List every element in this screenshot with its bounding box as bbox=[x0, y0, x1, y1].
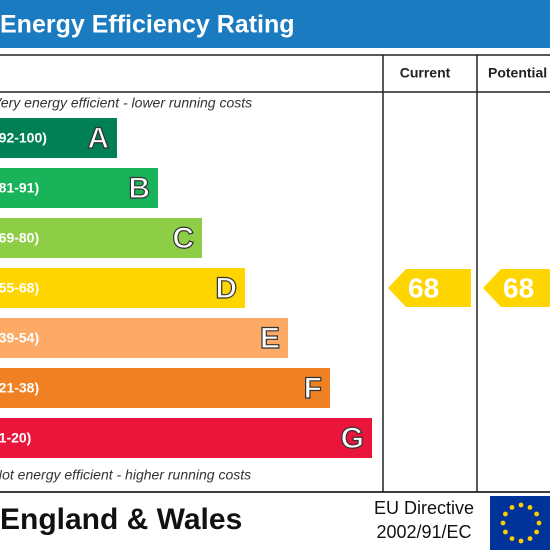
eu-stars bbox=[500, 502, 542, 544]
band-range: (21-38) bbox=[0, 380, 39, 396]
eu-star bbox=[509, 536, 515, 541]
eu-star bbox=[500, 520, 506, 526]
band-letter: G bbox=[341, 422, 364, 455]
band-bar bbox=[0, 318, 288, 358]
eu-star bbox=[527, 536, 533, 541]
band-range: (55-68) bbox=[0, 280, 39, 296]
band-bar bbox=[0, 168, 158, 208]
eu-star bbox=[536, 520, 542, 526]
directive-code: 2002/91/EC bbox=[376, 522, 471, 542]
header-bar bbox=[0, 0, 550, 48]
band-letter: D bbox=[215, 272, 237, 305]
band-range: (81-91) bbox=[0, 180, 39, 196]
band-letter: A bbox=[87, 122, 109, 155]
column-header: Current bbox=[400, 65, 451, 81]
column-header: Potential bbox=[488, 65, 547, 81]
band-bar bbox=[0, 368, 330, 408]
eu-star bbox=[518, 538, 524, 544]
eu-star bbox=[503, 511, 508, 517]
rating-arrow bbox=[483, 269, 550, 307]
eu-star bbox=[534, 529, 539, 535]
eu-star bbox=[503, 529, 508, 535]
band-bar bbox=[0, 218, 202, 258]
band-range: (69-80) bbox=[0, 230, 39, 246]
rating-value: 68 bbox=[408, 272, 439, 303]
title: Energy Efficiency Rating bbox=[0, 11, 295, 39]
bottom-note: Not energy efficient - higher running co… bbox=[0, 467, 251, 483]
band-bar bbox=[0, 118, 117, 158]
band-bar bbox=[0, 418, 372, 458]
eu-star bbox=[527, 505, 533, 510]
region: England & Wales bbox=[0, 503, 242, 536]
band-letter: E bbox=[260, 322, 280, 355]
top-note: Very energy efficient - lower running co… bbox=[0, 95, 252, 111]
band-bar bbox=[0, 268, 245, 308]
directive: EU Directive bbox=[374, 498, 474, 518]
band-range: (1-20) bbox=[0, 430, 31, 446]
band-range: (92-100) bbox=[0, 130, 47, 146]
band-letter: F bbox=[304, 372, 322, 405]
rating-arrow bbox=[388, 269, 471, 307]
band-letter: C bbox=[172, 222, 194, 255]
eu-star bbox=[534, 511, 539, 517]
eu-star bbox=[509, 505, 515, 510]
band-letter: B bbox=[128, 172, 150, 205]
eu-star bbox=[518, 502, 524, 508]
rating-value: 68 bbox=[503, 272, 534, 303]
band-range: (39-54) bbox=[0, 330, 39, 346]
